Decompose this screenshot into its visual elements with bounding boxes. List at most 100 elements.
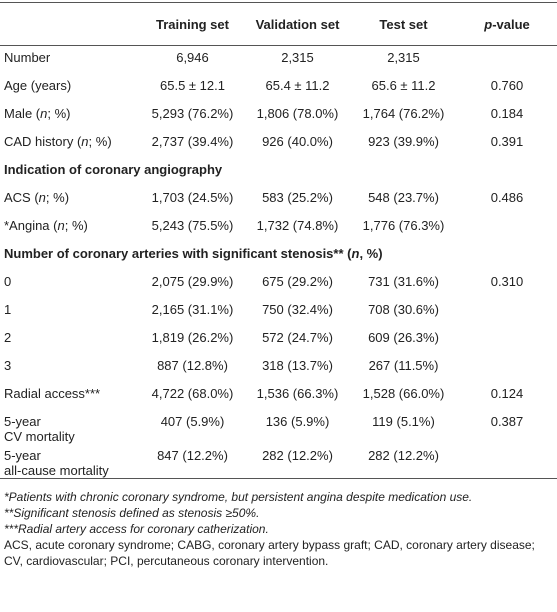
cell: 583 (25.2%) [262, 190, 333, 205]
cell: 0.184 [490, 106, 524, 121]
text: 3 [4, 358, 12, 373]
footnote: ***Radial artery access for coronary cat… [4, 522, 269, 536]
row-label: *Angina (n; %) [0, 214, 140, 242]
cell: 750 (32.4%) [262, 302, 333, 317]
cell: 1,732 (74.8%) [256, 218, 339, 233]
text: Male ( [4, 106, 41, 121]
row-label: 2 [0, 326, 140, 354]
table-row: 5-year CV mortality 407 (5.9%) 136 (5.9%) 1… [0, 410, 557, 444]
cell: 1,536 (66.3%) [256, 386, 339, 401]
row-label: Age (years) [0, 74, 140, 102]
cell [457, 46, 557, 75]
cell [457, 214, 557, 242]
text: 0 [4, 274, 12, 289]
cell: 282 (12.2%) [368, 448, 439, 463]
cell: 6,946 [176, 50, 209, 65]
footnote: **Significant stenosis defined as stenos… [4, 506, 260, 520]
cell [457, 444, 557, 479]
table-row: ACS (n; %) 1,703 (24.5%) 583 (25.2%) 548 (2… [0, 186, 557, 214]
row-label: 5-year all-cause mortality [0, 444, 140, 479]
cell: 847 (12.2%) [157, 448, 228, 463]
section-header: Indication of coronary angiography [0, 158, 557, 186]
text: Age (years) [4, 78, 72, 93]
text: ; %) [47, 106, 71, 121]
italic-text: n [38, 190, 46, 205]
cell: 572 (24.7%) [262, 330, 333, 345]
cell: 65.4 ± 11.2 [265, 78, 330, 93]
text: -value [492, 16, 530, 32]
table-row: Age (years) 65.5 ± 12.1 65.4 ± 11.2 65.6 ± … [0, 74, 557, 102]
cell: 923 (39.9%) [368, 134, 439, 149]
cell: 609 (26.3%) [368, 330, 439, 345]
italic-text: p [484, 16, 493, 32]
italic-text: n [81, 134, 89, 149]
text: Indication of coronary angiography [4, 162, 223, 177]
text: , %) [359, 246, 383, 261]
italic-text: n [351, 246, 360, 261]
table-row: 2 1,819 (26.2%) 572 (24.7%) 609 (26.3%) [0, 326, 557, 354]
cell: 731 (31.6%) [368, 274, 439, 289]
column-header: Training set [156, 16, 229, 32]
cell: 2,165 (31.1%) [151, 302, 234, 317]
cell: 548 (23.7%) [368, 190, 439, 205]
cell: 0.391 [490, 134, 524, 149]
cell: 2,315 [387, 50, 420, 65]
cell: 4,722 (68.0%) [151, 386, 234, 401]
cell [457, 298, 557, 326]
cell: 1,806 (78.0%) [256, 106, 339, 121]
cell: 0.760 [490, 78, 524, 93]
row-label: 3 [0, 354, 140, 382]
table-body: Number 6,946 2,315 2,315 Age (years) 65.5 ± 1… [0, 46, 557, 479]
cell: 1,819 (26.2%) [151, 330, 234, 345]
cell: 407 (5.9%) [160, 414, 225, 429]
cell [457, 326, 557, 354]
cell: 5,293 (76.2%) [151, 106, 234, 121]
table-row: CAD history (n; %) 2,737 (39.4%) 926 (40.0… [0, 130, 557, 158]
text: Number [4, 50, 51, 65]
cell: 136 (5.9%) [265, 414, 330, 429]
table-row: Radial access*** 4,722 (68.0%) 1,536 (66.3… [0, 382, 557, 410]
header-cell [0, 3, 140, 46]
cell: 65.6 ± 11.2 [371, 78, 436, 93]
row-label: 1 [0, 298, 140, 326]
notes: *Patients with chronic coronary syndrome… [0, 479, 557, 569]
cell: 318 (13.7%) [262, 358, 333, 373]
column-header: Test set [379, 16, 428, 32]
cell: 2,737 (39.4%) [151, 134, 234, 149]
table-row: 0 2,075 (29.9%) 675 (29.2%) 731 (31.6%) 0.31… [0, 270, 557, 298]
section-header: Number of coronary arteries with signifi… [0, 242, 557, 270]
row-label: CAD history (n; %) [0, 130, 140, 158]
table-row: Male (n; %) 5,293 (76.2%) 1,806 (78.0%) 1,7… [0, 102, 557, 130]
text: ; %) [45, 190, 70, 205]
cell: 2,315 [281, 50, 314, 65]
text: ; %) [64, 218, 88, 233]
cell: 282 (12.2%) [262, 448, 333, 463]
cell: 65.5 ± 12.1 [160, 78, 225, 93]
table-row: 5-year all-cause mortality 847 (12.2%) 282… [0, 444, 557, 479]
cell: 1,764 (76.2%) [362, 106, 445, 121]
column-header: Validation set [255, 16, 340, 32]
table-row: Number 6,946 2,315 2,315 [0, 46, 557, 75]
data-table: Training set Validation set Test set p-valu… [0, 2, 557, 479]
text: ; %) [88, 134, 112, 149]
row-label: 0 [0, 270, 140, 298]
cell: 1,776 (76.3%) [362, 218, 445, 233]
row-label: Number [0, 46, 140, 75]
cell: 675 (29.2%) [262, 274, 333, 289]
cell [457, 354, 557, 382]
row-label: 5-year CV mortality [0, 410, 140, 444]
cell: 119 (5.1%) [372, 414, 435, 429]
row-label: ACS (n; %) [0, 186, 140, 214]
cell: 267 (11.5%) [368, 358, 439, 373]
text: 5-year all-cause mortality [4, 448, 109, 478]
table-row: 3 887 (12.8%) 318 (13.7%) 267 (11.5%) [0, 354, 557, 382]
text: ACS ( [4, 190, 39, 205]
cell: 0.124 [490, 386, 524, 401]
text: Number of coronary arteries with signifi… [4, 246, 352, 261]
cell: 887 (12.8%) [157, 358, 228, 373]
row-label: Male (n; %) [0, 102, 140, 130]
cell: 708 (30.6%) [368, 302, 439, 317]
cell: 0.387 [490, 414, 524, 429]
text: 2 [4, 330, 12, 345]
